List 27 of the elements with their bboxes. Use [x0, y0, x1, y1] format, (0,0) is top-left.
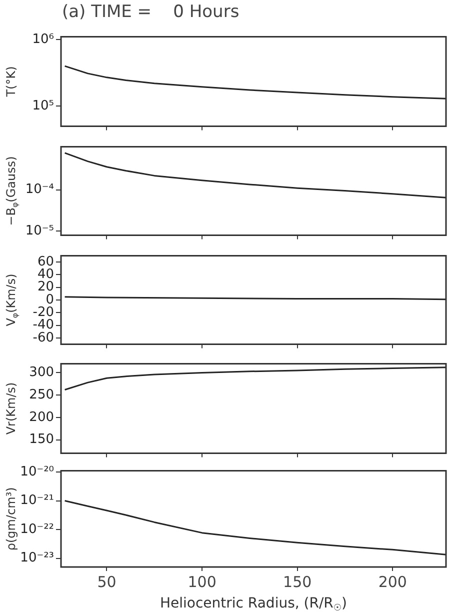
y-tick-label: 10⁻⁴ [25, 182, 54, 198]
y-axis-title: Vr(Km/s) [4, 382, 18, 435]
y-tick-label: 10⁵ [32, 98, 54, 114]
y-tick-label: -40 [32, 318, 54, 333]
y-tick-label: 10⁻⁵ [25, 224, 54, 239]
y-axis-title: ρ(gm/cm³) [4, 487, 18, 551]
x-axis-title: Heliocentric Radius, (R/R☉) [160, 596, 348, 613]
x-tick-label: 100 [188, 572, 216, 591]
y-tick-label: -60 [32, 330, 54, 346]
y-tick-label: 20 [37, 280, 54, 295]
y-tick-label: 10⁻²¹ [20, 493, 54, 508]
y-tick-label: 10⁻²² [20, 522, 54, 537]
x-tick-label: 150 [283, 572, 312, 591]
y-tick-label: 10⁶ [32, 32, 54, 47]
y-tick-label: 150 [29, 432, 54, 448]
y-tick-label: 0 [46, 292, 54, 308]
y-tick-label: 200 [29, 410, 54, 425]
y-tick-label: 10⁻²⁰ [20, 464, 54, 480]
y-tick-label: 300 [29, 365, 54, 380]
y-tick-label: 10⁻²³ [20, 550, 54, 566]
y-tick-label: 250 [29, 387, 54, 402]
y-tick-label: -20 [32, 305, 54, 320]
x-tick-label: 200 [378, 572, 407, 591]
y-tick-label: 60 [37, 254, 54, 270]
x-tick-label: 50 [97, 572, 116, 591]
y-axis-title: T(°K) [4, 66, 18, 98]
chart-title: (a) TIME = 0 Hours [62, 2, 240, 22]
